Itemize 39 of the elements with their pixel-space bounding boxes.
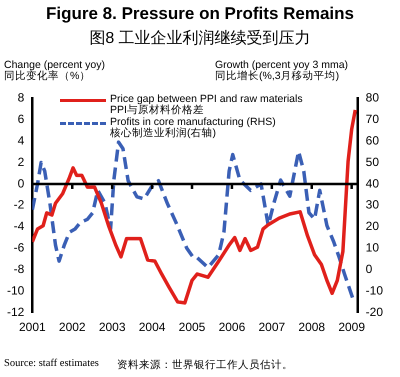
y-axis-title: Change (percent yoy) 同比变化率（%） (4, 59, 105, 82)
y-tick-label: 8 (18, 90, 25, 105)
y-tick-label: 0 (18, 176, 25, 190)
x-tick-label: 2009 (338, 320, 366, 334)
chart-title: Figure 8. Pressure on Profits Remains (45, 4, 355, 24)
y-tick-label: 4 (18, 133, 25, 148)
y2-tick-label: 60 (366, 133, 380, 148)
y-tick-label: -8 (14, 262, 25, 276)
y2-tick-label: 40 (366, 176, 380, 190)
y2-tick-label: 10 (366, 240, 380, 255)
x-tick-label: 2006 (218, 320, 246, 334)
y2-tick-label: -20 (366, 304, 384, 319)
y2-tick-label: 80 (366, 90, 380, 105)
y2-tick-label: 0 (366, 262, 373, 276)
text: 资料来源：世界银行工作人员估计。 (116, 358, 293, 372)
y-tick-label: -4 (14, 219, 25, 234)
y-tick-label: -6 (14, 240, 25, 255)
y2-tick-label: 70 (366, 112, 380, 126)
y-tick-label: 6 (18, 112, 25, 126)
x-tick-label: 2001 (18, 320, 46, 334)
x-tick-label: 2005 (178, 320, 206, 334)
y2-axis-title: Growth (percent yoy 3 mma) 同比增长(%,3月移动平均) (215, 59, 348, 82)
y2-tick-label: 20 (366, 219, 380, 234)
legend-label: Price gap between PPI and raw materials PPI与原材料价格差 (110, 93, 303, 116)
y-tick-label: -12 (7, 304, 25, 319)
y-tick-label: 2 (18, 154, 25, 169)
y2-tick-label: 30 (366, 198, 380, 212)
x-tick-label: 2008 (298, 320, 326, 334)
y2-tick-label: 50 (366, 154, 380, 169)
source-note: Source: staff estimates (4, 358, 99, 371)
x-tick-label: 2003 (98, 320, 126, 334)
x-tick-label: 2007 (258, 320, 286, 334)
x-tick-label: 2004 (138, 320, 166, 334)
x-tick-label: 2002 (58, 320, 86, 334)
chart-subtitle: 图8 工业企业利润继续受到压力 (88, 28, 312, 49)
y-tick-label: -2 (14, 198, 25, 212)
y2-tick-label: -10 (366, 283, 384, 298)
y-tick-label: -10 (7, 283, 25, 298)
legend-label: Profits in core manufacturing (RHS) 核心制造业利润(右轴) (110, 116, 276, 139)
